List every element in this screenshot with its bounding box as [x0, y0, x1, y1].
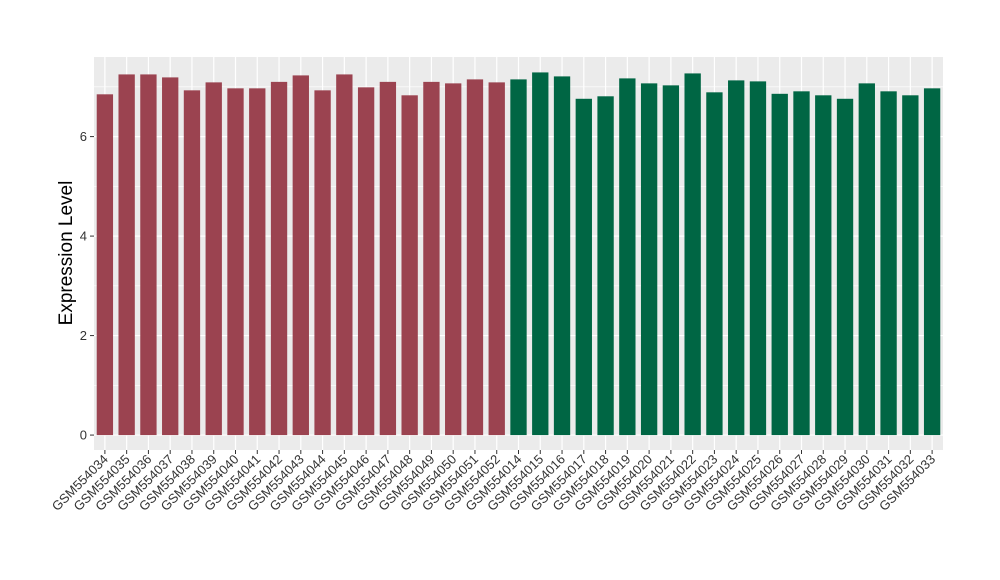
- bars: [96, 72, 941, 436]
- bar: [249, 88, 266, 436]
- y-tick-label: 4: [80, 229, 87, 244]
- y-tick-label: 0: [80, 428, 87, 443]
- bar: [96, 94, 114, 436]
- bar: [205, 82, 222, 436]
- bar: [619, 78, 636, 436]
- bar: [793, 91, 810, 436]
- bar: [423, 81, 440, 436]
- bar: [706, 92, 723, 436]
- bar: [836, 98, 854, 436]
- bar: [379, 81, 397, 436]
- bar: [140, 74, 157, 436]
- bar: [684, 73, 701, 436]
- x-axis: GSM554034GSM554035GSM554036GSM554037GSM5…: [49, 450, 938, 514]
- bar: [662, 85, 680, 436]
- bar: [815, 95, 832, 436]
- y-tick-label: 6: [80, 129, 87, 144]
- y-axis: 0 2 4 6: [80, 129, 94, 443]
- bar: [749, 81, 767, 436]
- bar: [858, 83, 875, 436]
- bar: [314, 90, 331, 436]
- bar: [640, 83, 658, 436]
- bar: [118, 74, 135, 436]
- bar: [466, 79, 484, 436]
- bar: [357, 87, 375, 436]
- y-tick-label: 2: [80, 328, 87, 343]
- bar: [553, 76, 571, 436]
- bar: [510, 79, 527, 436]
- bar: [728, 80, 745, 436]
- bar: [336, 74, 353, 436]
- y-axis-title: Expression Level: [56, 181, 77, 326]
- bar: [923, 88, 941, 436]
- bar: [532, 72, 549, 436]
- bar: [575, 98, 592, 436]
- bar: [401, 95, 418, 436]
- bar: [488, 82, 505, 436]
- bar: [880, 91, 897, 436]
- bar: [270, 81, 288, 436]
- bar: [597, 96, 614, 436]
- bar: [292, 75, 309, 436]
- bar: [162, 77, 179, 436]
- bar: [771, 93, 788, 436]
- bar: [902, 95, 919, 436]
- bar: [445, 83, 462, 436]
- bar: [227, 88, 244, 436]
- bar: [183, 90, 201, 436]
